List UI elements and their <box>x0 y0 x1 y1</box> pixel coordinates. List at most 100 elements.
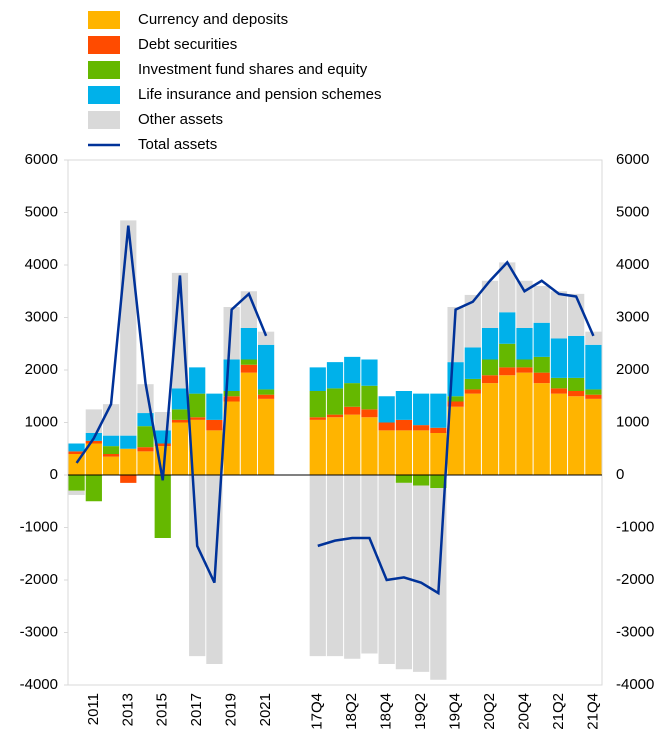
bar-segment <box>481 375 499 384</box>
legend-swatch <box>88 36 120 54</box>
bar-segment <box>326 417 344 475</box>
bar-segment <box>585 398 602 475</box>
bar-segment <box>85 440 102 444</box>
bar-segment <box>257 394 275 399</box>
bar-segment <box>344 356 361 384</box>
bar-segment <box>171 422 189 475</box>
bar-segment <box>309 391 326 418</box>
bar-segment <box>481 383 499 475</box>
bar-segment <box>568 335 585 378</box>
bar-segment <box>189 475 206 657</box>
bar-segment <box>68 443 85 452</box>
bar-segment <box>120 448 137 475</box>
x-tick-label: 19Q2 <box>412 693 429 730</box>
bar-segment <box>550 338 568 378</box>
bar-segment <box>430 427 447 433</box>
bar-segment <box>568 391 585 397</box>
y-tick-label: -3000 <box>20 623 58 640</box>
y-tick-label: -1000 <box>20 518 58 535</box>
bar-segment <box>223 391 240 397</box>
bar-segment <box>361 417 378 475</box>
bar-segment <box>120 435 137 449</box>
bar-segment <box>309 475 326 657</box>
y-tick-label: 4000 <box>25 256 58 273</box>
bar-segment <box>585 394 602 399</box>
bar-segment <box>568 377 585 391</box>
y-tick-label: -2000 <box>20 571 58 588</box>
bar-segment <box>516 367 533 373</box>
bar-segment <box>206 393 223 420</box>
bar-segment <box>85 475 102 502</box>
bar-segment <box>240 364 257 373</box>
bar-segment <box>395 391 413 420</box>
bar-segment <box>585 344 602 390</box>
bar-segment <box>206 430 223 475</box>
x-tick-label: 2021 <box>257 693 274 726</box>
bar-segment <box>344 406 361 415</box>
bar-segment <box>481 280 499 328</box>
legend-swatch <box>88 111 120 129</box>
bar-segment <box>326 414 344 418</box>
legend-label: Other assets <box>138 111 223 128</box>
bar-segment <box>102 454 120 457</box>
y2-tick-label: -1000 <box>616 518 654 535</box>
bar-segment <box>447 406 464 475</box>
y2-tick-label: 5000 <box>616 203 649 220</box>
bar-segment <box>516 359 533 368</box>
bar-segment <box>447 396 464 402</box>
bar-segment <box>413 425 430 431</box>
bar-segment <box>481 328 499 360</box>
bar-segment <box>257 344 275 390</box>
bar-segment <box>326 362 344 389</box>
bar-segment <box>395 482 413 670</box>
bar-segment <box>171 419 189 423</box>
legend-swatch <box>88 11 120 29</box>
bar-segment <box>154 475 171 538</box>
bar-segment <box>550 388 568 394</box>
bar-segment <box>68 454 85 475</box>
bar-segment <box>430 433 447 475</box>
x-tick-label: 21Q4 <box>584 693 601 730</box>
legend-label: Currency and deposits <box>138 11 288 28</box>
y2-tick-label: 3000 <box>616 308 649 325</box>
bar-segment <box>499 262 516 313</box>
bar-segment <box>550 393 568 475</box>
bar-segment <box>344 475 361 659</box>
bar-segment <box>137 447 154 452</box>
bar-segment <box>257 398 275 475</box>
bar-segment <box>361 475 378 654</box>
bar-segment <box>189 367 206 394</box>
total-line <box>75 225 595 596</box>
y-tick-label: -4000 <box>20 676 58 693</box>
y2-tick-label: -3000 <box>616 623 654 640</box>
bar-segment <box>189 393 206 418</box>
legend-swatch <box>88 61 120 79</box>
bar-segment <box>585 331 602 345</box>
bar-segment <box>120 475 137 483</box>
x-tick-label: 20Q4 <box>515 693 532 730</box>
bar-segment <box>344 414 361 475</box>
bar-segment <box>85 409 102 433</box>
bar-segment <box>206 419 223 431</box>
bar-segment <box>430 475 447 489</box>
bar-segment <box>344 383 361 407</box>
bar-segment <box>240 359 257 365</box>
bar-segment <box>361 359 378 386</box>
y-tick-label: 3000 <box>25 308 58 325</box>
bar-segment <box>464 347 481 379</box>
bar-segment <box>413 475 430 486</box>
bar-segment <box>223 401 240 475</box>
x-tick-label: 2013 <box>119 693 136 726</box>
y-tick-label: 2000 <box>25 361 58 378</box>
bar-segment <box>68 451 85 454</box>
bar-segment <box>189 417 206 420</box>
bar-segment <box>585 389 602 395</box>
bar-segment <box>326 475 344 657</box>
y2-tick-label: 1000 <box>616 413 649 430</box>
bar-segment <box>240 291 257 328</box>
bar-segment <box>378 475 395 664</box>
bar-segment <box>326 388 344 415</box>
bar-segment <box>189 419 206 475</box>
bar-segment <box>120 220 137 436</box>
bar-segment <box>447 401 464 407</box>
